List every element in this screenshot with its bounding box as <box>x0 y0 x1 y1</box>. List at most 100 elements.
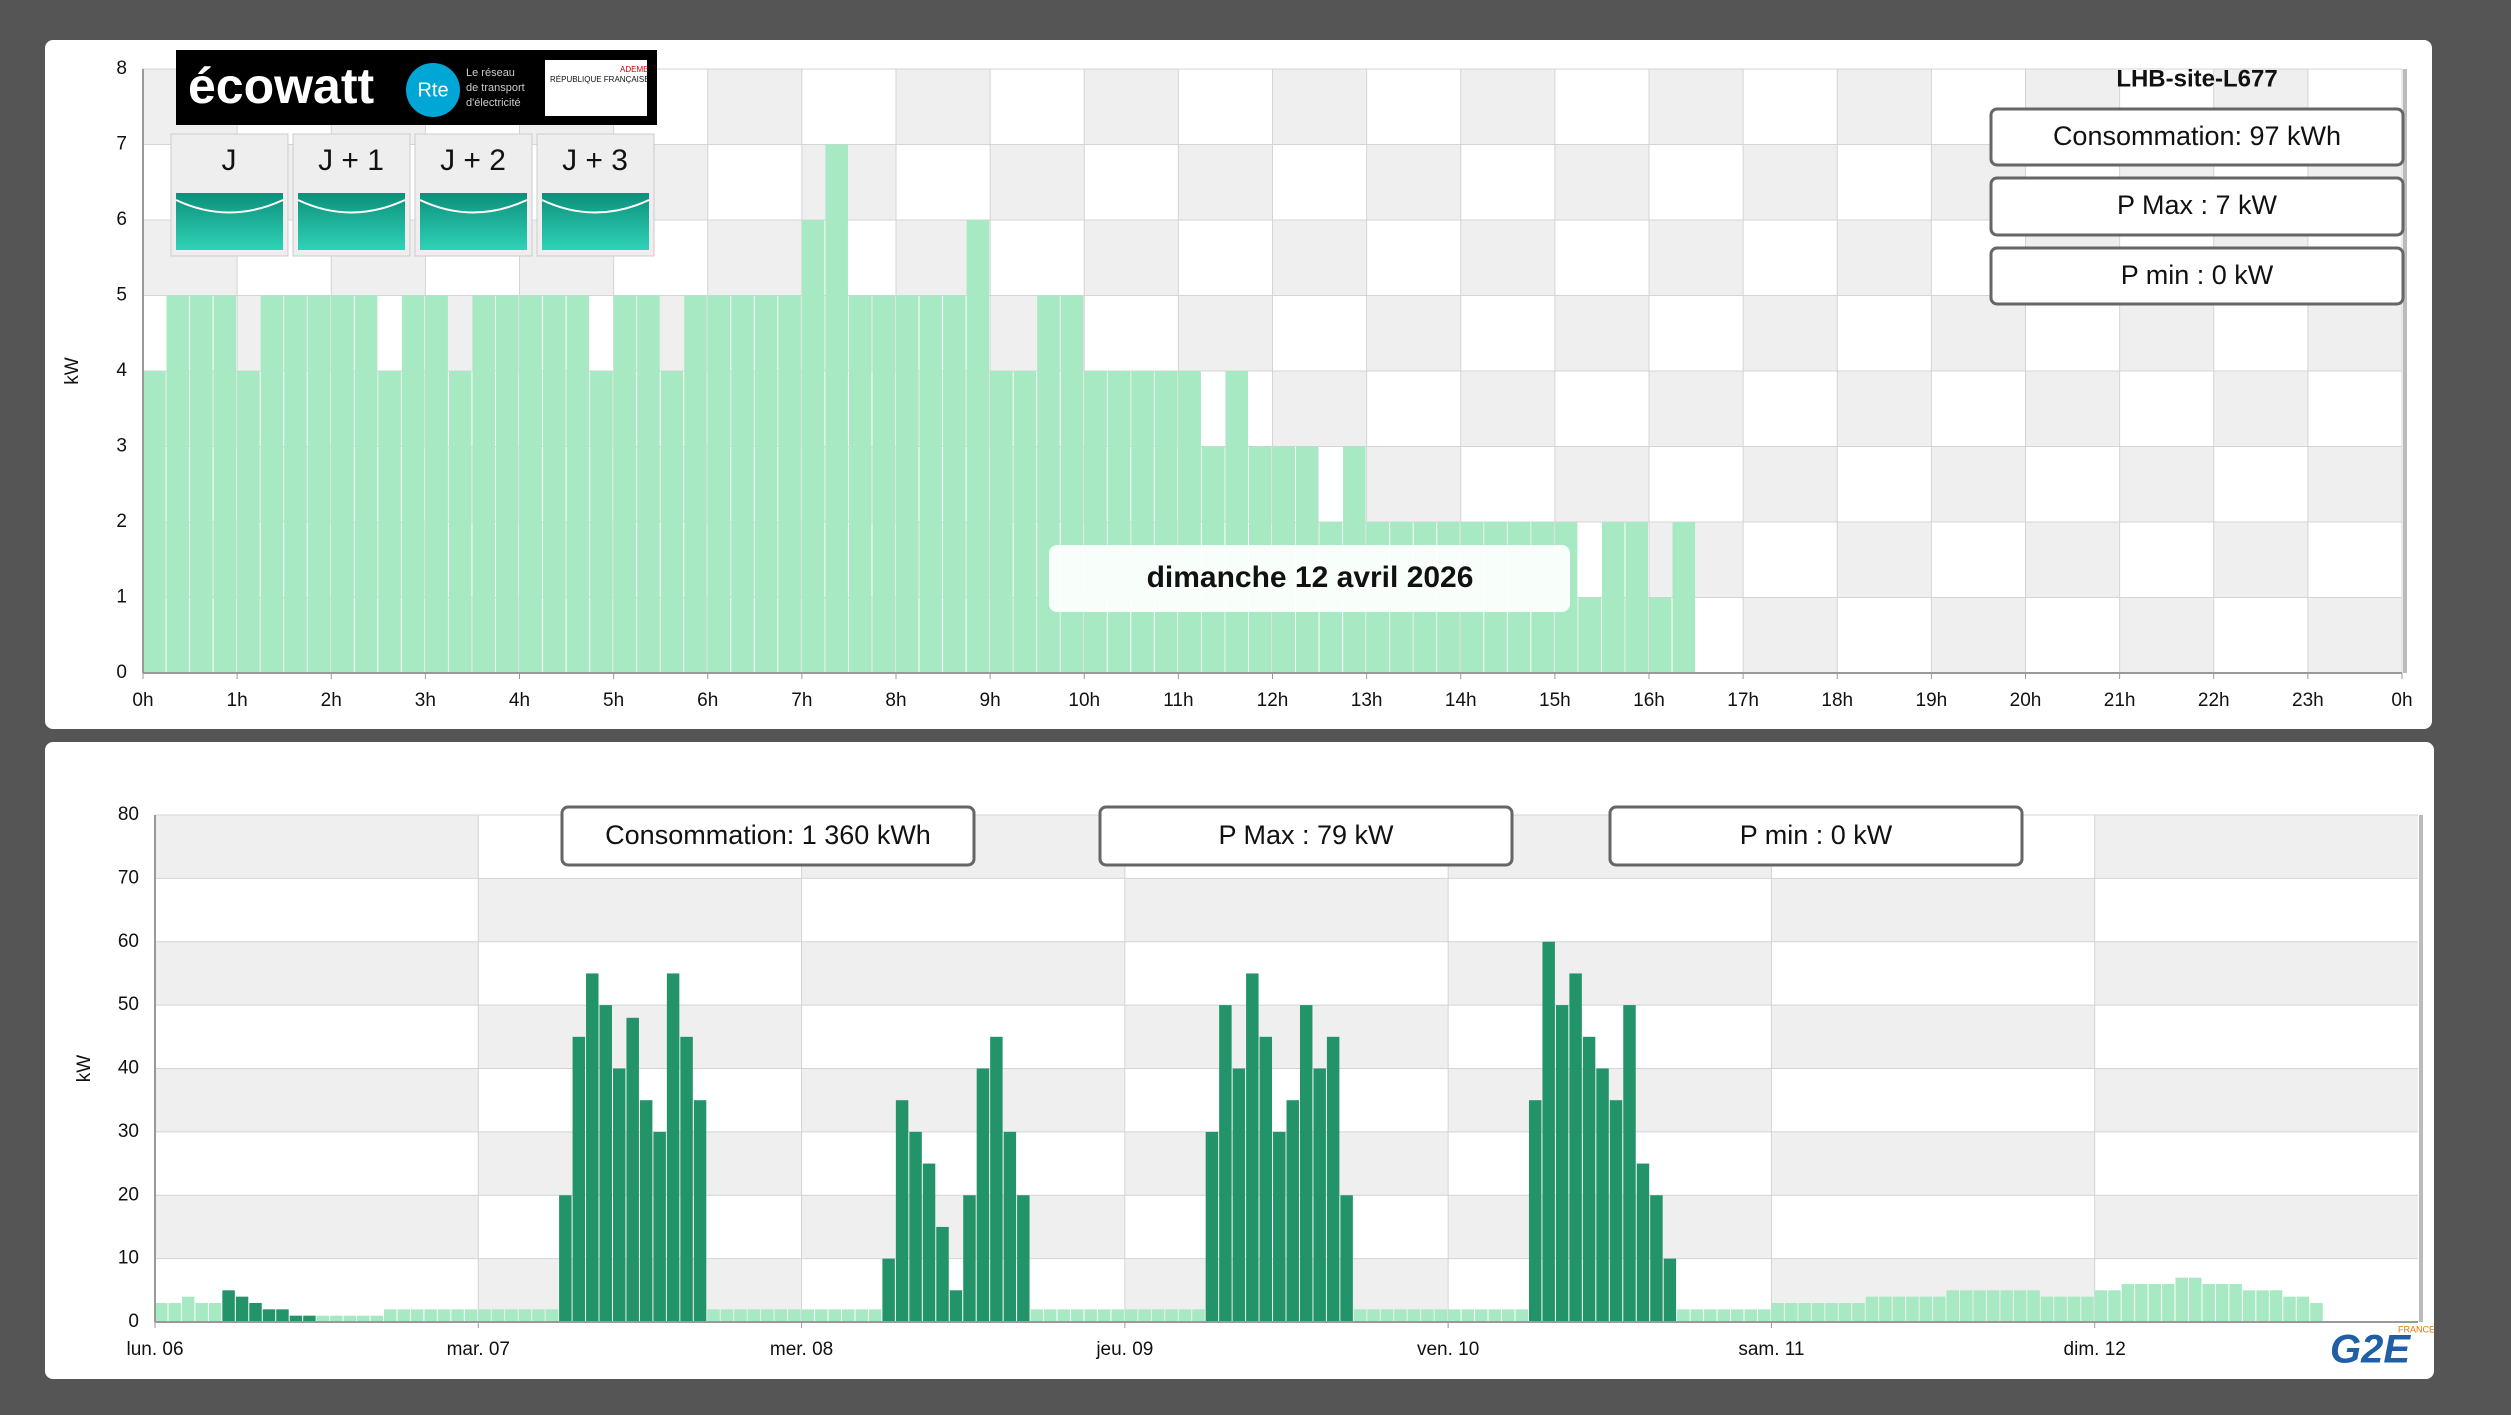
bar <box>1879 1297 1891 1322</box>
bar <box>1340 1195 1352 1322</box>
grid-cell <box>2120 447 2214 523</box>
grid-cell <box>2026 522 2120 598</box>
bar <box>1138 1309 1150 1322</box>
y-tick-label: 60 <box>118 931 139 952</box>
bar <box>920 296 943 674</box>
bar <box>546 1309 558 1322</box>
bar <box>2149 1284 2161 1322</box>
grid-cell <box>990 145 1084 221</box>
x-tick-label: 22h <box>2198 690 2230 711</box>
grid-cell <box>2308 598 2402 674</box>
bar <box>731 296 754 674</box>
bar <box>1004 1132 1016 1322</box>
bar <box>1839 1303 1851 1322</box>
grid-cell <box>1555 296 1649 372</box>
bar <box>990 1037 1002 1322</box>
bar <box>2081 1297 2093 1322</box>
bar <box>559 1195 571 1322</box>
x-tick-label: lun. 06 <box>126 1339 183 1360</box>
republic-text: RÉPUBLIQUE FRANÇAISE <box>550 75 650 84</box>
bar <box>896 296 919 674</box>
bar <box>721 1309 733 1322</box>
x-tick-label: 7h <box>791 690 812 711</box>
x-tick-label: sam. 11 <box>1738 1339 1804 1360</box>
grid-cell <box>2095 1195 2418 1258</box>
bar <box>1744 1309 1756 1322</box>
bar <box>492 1309 504 1322</box>
x-tick-label: 13h <box>1351 690 1383 711</box>
ademe-text: ADEME <box>620 65 648 74</box>
bar <box>1866 1297 1878 1322</box>
bar <box>1623 1005 1635 1322</box>
x-tick-label: 14h <box>1445 690 1477 711</box>
bar <box>896 1100 908 1322</box>
grid-cell <box>1367 296 1461 372</box>
grid-cell <box>1771 1005 2094 1068</box>
y-tick-label: 80 <box>118 804 139 825</box>
grid-cell <box>478 1005 801 1068</box>
bar <box>1637 1164 1649 1322</box>
bar <box>977 1069 989 1323</box>
y-tick-label: 7 <box>116 134 127 155</box>
bar <box>755 296 778 674</box>
bar <box>478 1309 490 1322</box>
bar <box>748 1309 760 1322</box>
bar <box>1502 1309 1514 1322</box>
x-tick-label: 18h <box>1821 690 1853 711</box>
bar <box>543 296 566 674</box>
week-pmax: P Max : 79 kW <box>1218 820 1394 850</box>
brand-country: FRANCE <box>2398 1324 2435 1334</box>
bar <box>667 973 679 1322</box>
day-signal <box>542 193 649 250</box>
bar <box>190 296 213 674</box>
bar <box>1435 1309 1447 1322</box>
bar <box>708 296 731 674</box>
bar <box>2108 1290 2120 1322</box>
bar <box>402 296 425 674</box>
bar <box>963 1195 975 1322</box>
bar <box>168 1303 180 1322</box>
bar <box>1300 1005 1312 1322</box>
bar <box>1448 1309 1460 1322</box>
grid-cell <box>1461 371 1555 447</box>
rte-tagline: de transport <box>466 82 525 94</box>
bar <box>519 1309 531 1322</box>
day-label: J + 2 <box>440 144 506 177</box>
site-name: LHB-site-L677 <box>2116 65 2277 92</box>
bar <box>465 1309 477 1322</box>
y-tick-label: 70 <box>118 867 139 888</box>
x-tick-label: 11h <box>1163 690 1193 711</box>
bar <box>1825 1303 1837 1322</box>
grid-cell <box>155 942 478 1005</box>
bar <box>640 1100 652 1322</box>
bar <box>707 1309 719 1322</box>
grid-cell <box>1367 145 1461 221</box>
bar <box>1649 598 1672 674</box>
bar <box>520 296 543 674</box>
day-label: J + 1 <box>318 144 384 177</box>
bar <box>384 1309 396 1322</box>
bar <box>967 220 990 673</box>
grid-cell <box>708 220 802 296</box>
bar <box>1421 1309 1433 1322</box>
bar <box>1367 1309 1379 1322</box>
bar <box>1602 522 1625 673</box>
grid-cell <box>1273 371 1367 447</box>
bar <box>1569 973 1581 1322</box>
grid-cell <box>1743 598 1837 674</box>
x-tick-label: 4h <box>509 690 530 711</box>
bar <box>573 1037 585 1322</box>
y-axis-label: kW <box>74 1055 95 1083</box>
grid-cell <box>1743 145 1837 221</box>
grid-cell <box>1931 447 2025 523</box>
bar <box>1798 1303 1810 1322</box>
x-tick-label: 1h <box>227 690 248 711</box>
bar <box>449 371 472 673</box>
bar <box>1354 1309 1366 1322</box>
bar <box>2256 1290 2268 1322</box>
pmin: P min : 0 kW <box>2121 260 2274 290</box>
bar <box>1906 1297 1918 1322</box>
grid-cell <box>2026 371 2120 447</box>
grid-cell <box>896 69 990 145</box>
bar <box>1031 1309 1043 1322</box>
